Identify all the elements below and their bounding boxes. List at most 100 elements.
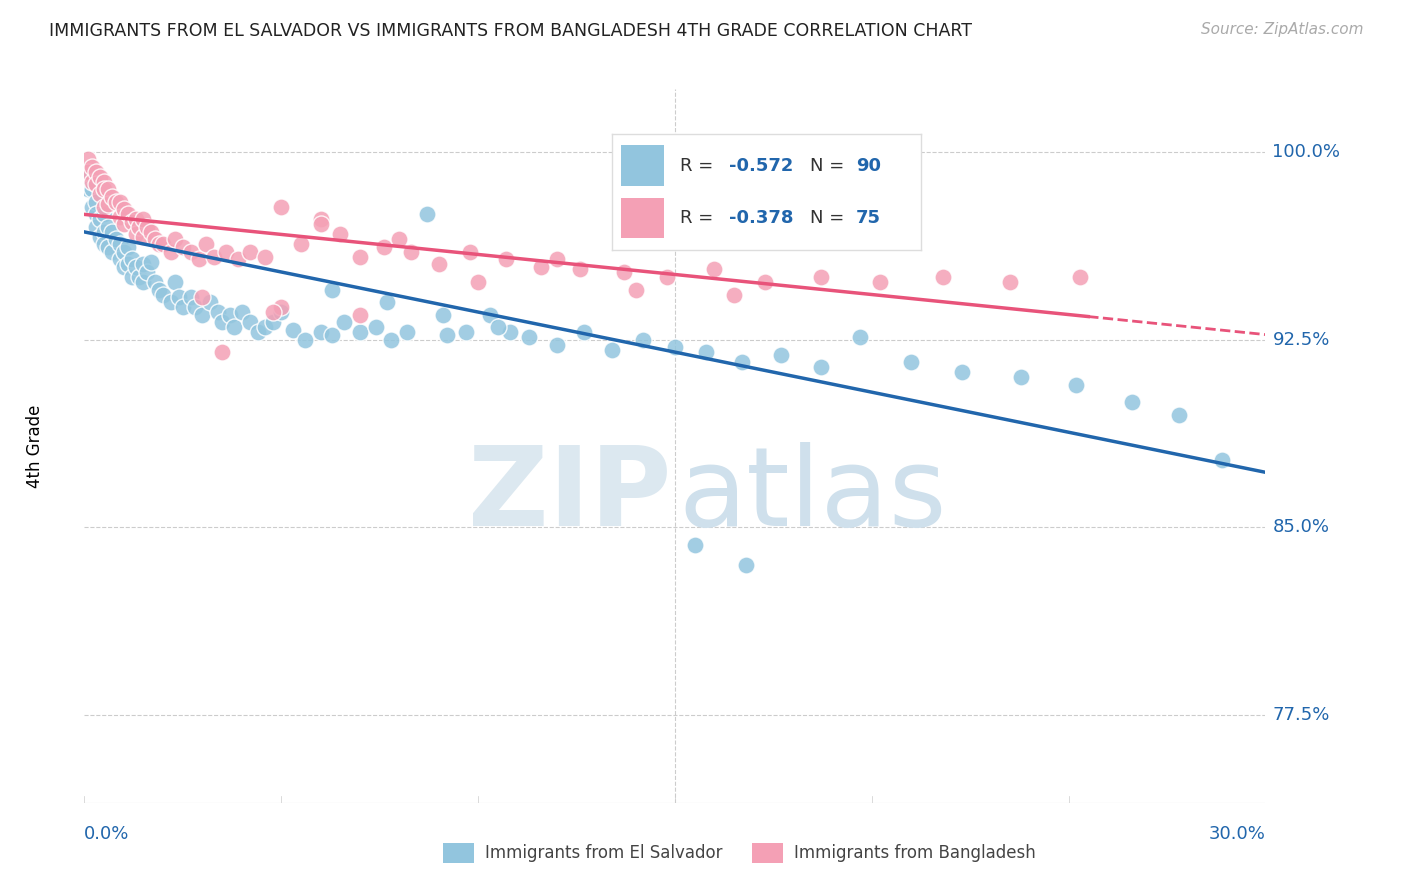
Point xyxy=(849,330,872,344)
Point xyxy=(211,315,233,329)
Bar xyxy=(621,145,664,186)
Point xyxy=(97,197,120,211)
Point xyxy=(655,270,678,285)
Point xyxy=(380,333,402,347)
Point xyxy=(1066,377,1088,392)
Point xyxy=(183,300,205,314)
Text: N =: N = xyxy=(810,157,849,175)
Point xyxy=(294,333,316,347)
Point xyxy=(432,308,454,322)
Point xyxy=(309,218,332,232)
Point xyxy=(1167,408,1189,422)
Text: 4th Grade: 4th Grade xyxy=(27,404,44,488)
Point xyxy=(530,260,553,274)
Point xyxy=(703,262,725,277)
Point xyxy=(349,325,371,339)
Point xyxy=(683,538,706,552)
Text: 77.5%: 77.5% xyxy=(1272,706,1330,724)
Point xyxy=(93,207,115,221)
Point xyxy=(373,240,395,254)
Point xyxy=(998,275,1021,289)
Point xyxy=(124,212,146,227)
Text: atlas: atlas xyxy=(679,442,946,549)
Point xyxy=(215,244,238,259)
Point xyxy=(101,244,124,259)
Point xyxy=(900,355,922,369)
Point xyxy=(121,215,143,229)
Point xyxy=(321,283,343,297)
Point xyxy=(163,232,186,246)
Point xyxy=(77,153,100,167)
Point xyxy=(1069,270,1091,285)
Point xyxy=(349,250,371,264)
Text: 100.0%: 100.0% xyxy=(1272,143,1340,161)
Point xyxy=(89,230,111,244)
Point xyxy=(226,252,249,267)
Point xyxy=(377,295,399,310)
Point xyxy=(195,237,218,252)
Point xyxy=(810,360,832,375)
Point xyxy=(569,262,592,277)
Point xyxy=(108,237,131,252)
Point xyxy=(148,283,170,297)
Point xyxy=(93,200,115,214)
Text: 0.0%: 0.0% xyxy=(84,825,129,843)
Point xyxy=(290,237,312,252)
Point xyxy=(132,230,155,244)
Point xyxy=(517,330,540,344)
Point xyxy=(458,244,481,259)
Point xyxy=(82,160,104,174)
Point xyxy=(136,219,159,234)
Point xyxy=(495,252,517,267)
Point xyxy=(239,315,262,329)
Text: N =: N = xyxy=(810,209,849,227)
Point xyxy=(141,255,163,269)
Point xyxy=(329,227,352,242)
Point xyxy=(239,244,262,259)
Point xyxy=(97,219,120,234)
Point xyxy=(93,182,115,196)
Point xyxy=(427,257,450,271)
Point xyxy=(180,244,202,259)
Point xyxy=(124,260,146,274)
Text: 30.0%: 30.0% xyxy=(1209,825,1265,843)
Point xyxy=(180,290,202,304)
Point xyxy=(82,200,104,214)
Text: 85.0%: 85.0% xyxy=(1272,518,1330,536)
Point xyxy=(97,240,120,254)
Point xyxy=(108,210,131,224)
Point xyxy=(124,227,146,242)
Point xyxy=(84,219,107,234)
Bar xyxy=(621,198,664,238)
Point xyxy=(132,275,155,289)
Point xyxy=(112,218,135,232)
Point xyxy=(77,182,100,196)
Point xyxy=(931,270,953,285)
Point xyxy=(436,327,458,342)
Point xyxy=(84,178,107,192)
Point xyxy=(172,300,194,314)
Point xyxy=(132,212,155,227)
Point xyxy=(810,270,832,285)
Point xyxy=(84,194,107,209)
Point xyxy=(121,252,143,267)
Point xyxy=(117,257,139,271)
Point xyxy=(128,219,150,234)
Point xyxy=(364,320,387,334)
Point xyxy=(231,305,253,319)
Point xyxy=(77,165,100,179)
Point xyxy=(1010,370,1032,384)
Point xyxy=(167,290,190,304)
Point xyxy=(613,265,636,279)
Point xyxy=(143,275,166,289)
Point xyxy=(222,320,245,334)
Point xyxy=(128,270,150,285)
Point xyxy=(93,225,115,239)
Point xyxy=(82,182,104,196)
Point xyxy=(396,325,419,339)
Point xyxy=(143,232,166,246)
Point xyxy=(202,250,225,264)
Point xyxy=(104,194,127,209)
Point xyxy=(950,365,973,379)
Point xyxy=(309,325,332,339)
